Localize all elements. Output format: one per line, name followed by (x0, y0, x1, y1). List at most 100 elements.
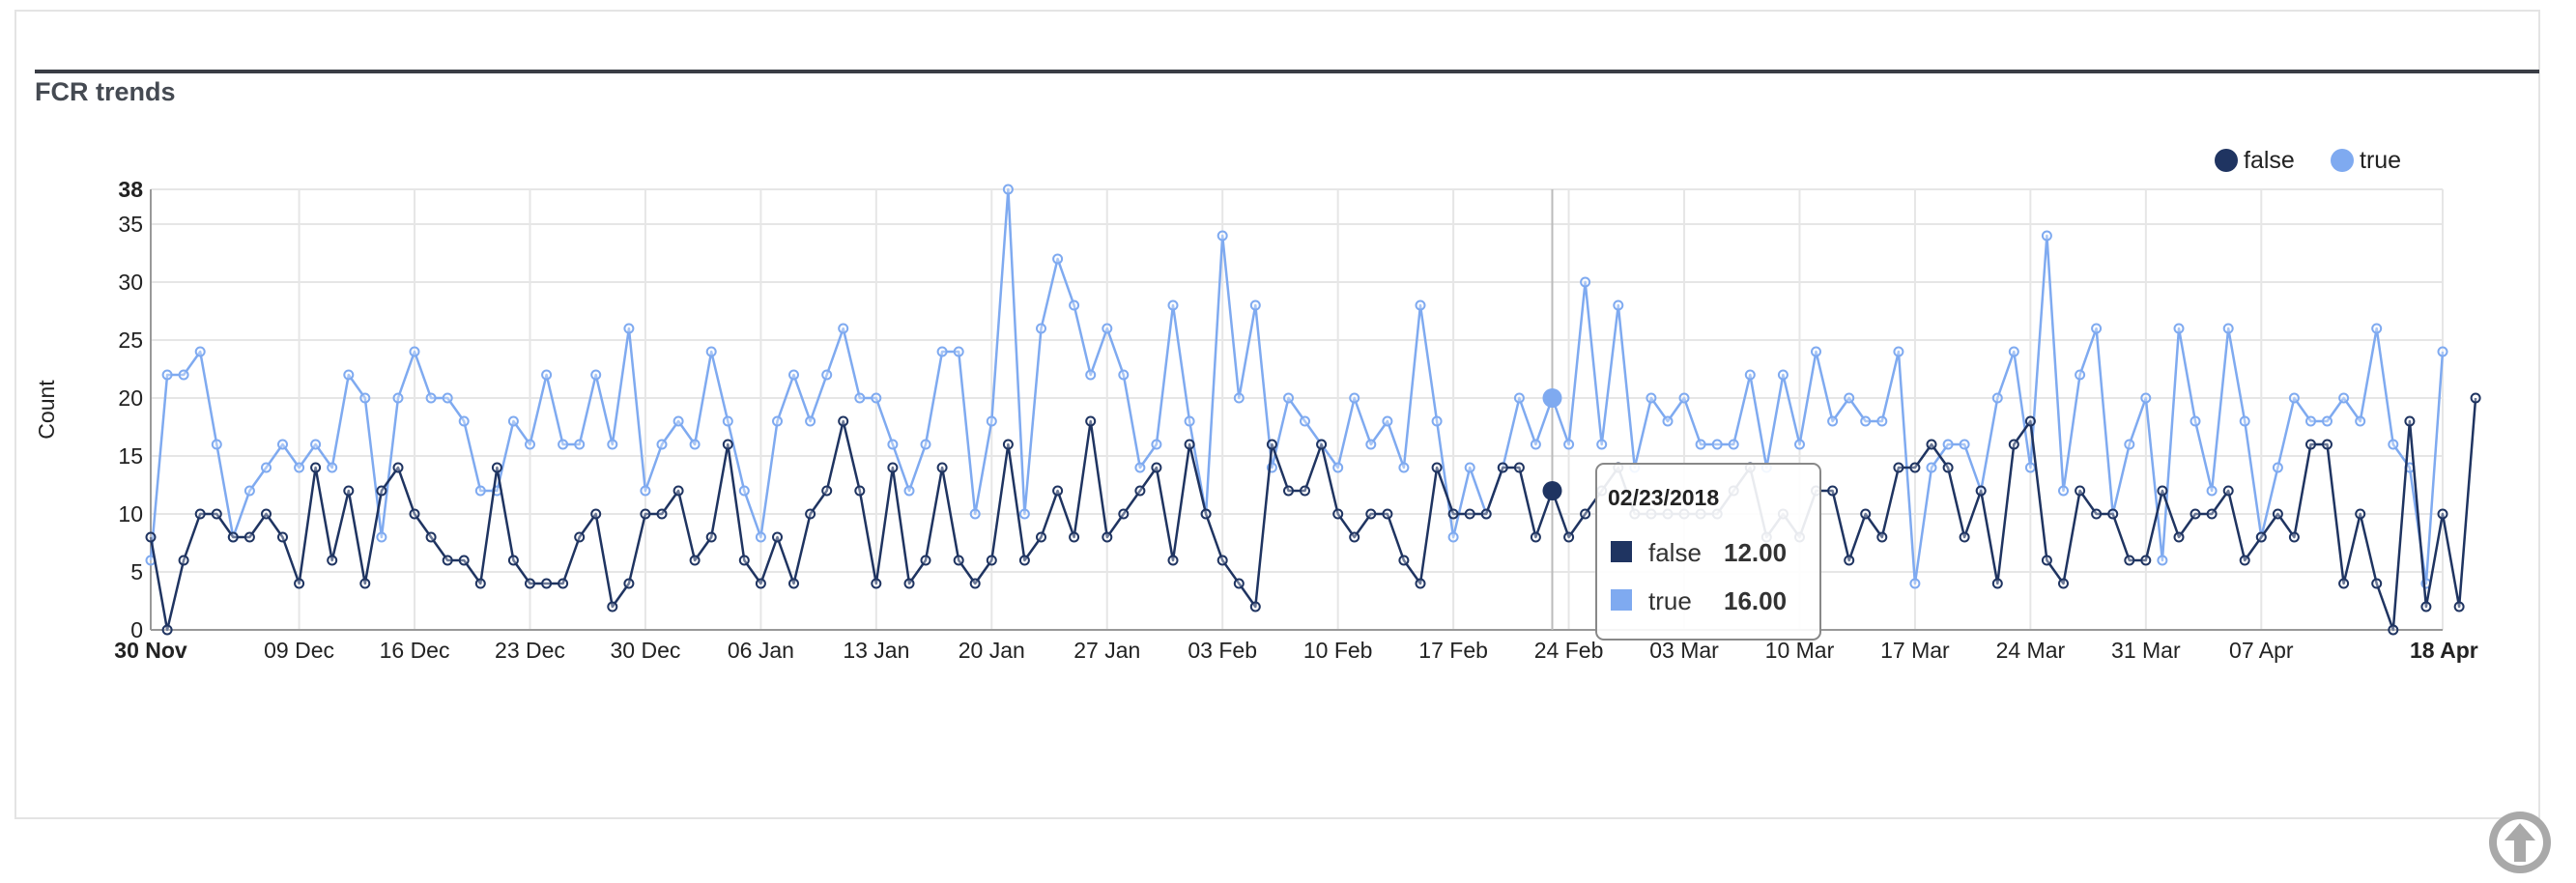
data-point-false[interactable] (442, 555, 453, 566)
data-point-false[interactable] (2437, 508, 2448, 520)
data-point-false[interactable] (705, 531, 717, 543)
data-point-true[interactable] (969, 508, 981, 520)
data-point-false[interactable] (2140, 555, 2152, 566)
data-point-false[interactable] (194, 508, 206, 520)
data-point-false[interactable] (1398, 555, 1410, 566)
data-point-false[interactable] (689, 555, 701, 566)
data-point-true[interactable] (871, 392, 882, 404)
data-point-true[interactable] (1646, 392, 1657, 404)
data-point-true[interactable] (1052, 253, 1064, 265)
data-point-true[interactable] (1464, 462, 1475, 473)
data-point-false[interactable] (788, 578, 799, 589)
data-point-false[interactable] (211, 508, 222, 520)
data-point-true[interactable] (1959, 439, 1970, 450)
data-point-true[interactable] (1580, 276, 1591, 288)
data-point-true[interactable] (1860, 415, 1872, 427)
data-point-false[interactable] (1184, 439, 1195, 450)
data-point-true[interactable] (194, 346, 206, 357)
data-point-true[interactable] (1744, 369, 1756, 381)
data-point-true[interactable] (2091, 323, 2103, 334)
data-point-true[interactable] (574, 439, 586, 450)
data-point-true[interactable] (2288, 392, 2300, 404)
data-point-true[interactable] (2008, 346, 2019, 357)
data-point-true[interactable] (1827, 415, 1839, 427)
data-point-false[interactable] (1580, 508, 1591, 520)
data-point-false[interactable] (1167, 555, 1179, 566)
data-point-false[interactable] (1332, 508, 1344, 520)
data-point-false[interactable] (1975, 485, 1987, 497)
data-point-true[interactable] (541, 369, 553, 381)
data-point-true[interactable] (161, 369, 173, 381)
data-point-true[interactable] (294, 462, 305, 473)
data-point-false[interactable] (392, 462, 404, 473)
data-point-true[interactable] (1300, 415, 1310, 427)
data-point-true[interactable] (1349, 392, 1360, 404)
data-point-false[interactable] (2058, 578, 2069, 589)
data-point-true[interactable] (1711, 439, 1723, 450)
data-point-false[interactable] (887, 462, 899, 473)
data-point-false[interactable] (903, 578, 915, 589)
data-point-false[interactable] (294, 578, 305, 589)
data-point-true[interactable] (507, 415, 519, 427)
data-point-false[interactable] (1382, 508, 1393, 520)
data-point-false[interactable] (507, 555, 519, 566)
data-point-false[interactable] (1052, 485, 1064, 497)
data-point-true[interactable] (2206, 485, 2218, 497)
data-point-true[interactable] (1283, 392, 1294, 404)
data-point-false[interactable] (2075, 485, 2086, 497)
data-point-false[interactable] (2190, 508, 2201, 520)
data-point-false[interactable] (1300, 485, 1310, 497)
data-point-false[interactable] (1018, 555, 1030, 566)
data-point-true[interactable] (1151, 439, 1162, 450)
data-point-false[interactable] (838, 415, 849, 427)
data-point-false[interactable] (953, 555, 964, 566)
data-point-false[interactable] (1563, 531, 1575, 543)
data-point-false[interactable] (1513, 462, 1525, 473)
data-point-false[interactable] (854, 485, 866, 497)
data-point-false[interactable] (227, 531, 239, 543)
data-point-true[interactable] (2239, 415, 2250, 427)
data-point-false[interactable] (310, 462, 322, 473)
data-point-false[interactable] (327, 555, 338, 566)
data-point-true[interactable] (1447, 531, 1459, 543)
data-point-true[interactable] (1398, 462, 1410, 473)
data-point-true[interactable] (607, 439, 618, 450)
data-point-false[interactable] (1069, 531, 1080, 543)
data-point-true[interactable] (243, 485, 255, 497)
data-point-true[interactable] (1777, 369, 1789, 381)
data-point-false[interactable] (1233, 578, 1245, 589)
data-point-true[interactable] (722, 415, 733, 427)
data-point-true[interactable] (1991, 392, 2003, 404)
data-point-false[interactable] (1118, 508, 1130, 520)
data-point-true[interactable] (2140, 392, 2152, 404)
data-point-false[interactable] (2091, 508, 2103, 520)
data-point-true[interactable] (805, 415, 816, 427)
data-point-false[interactable] (2305, 439, 2316, 450)
data-point-true[interactable] (590, 369, 602, 381)
data-point-false[interactable] (936, 462, 948, 473)
data-point-false[interactable] (871, 578, 882, 589)
data-point-false[interactable] (1349, 531, 1360, 543)
data-point-true[interactable] (986, 415, 997, 427)
data-point-false[interactable] (673, 485, 684, 497)
data-point-true[interactable] (1085, 369, 1097, 381)
legend-item-true[interactable]: true (2331, 147, 2401, 174)
data-point-false[interactable] (1316, 439, 1328, 450)
data-point-false[interactable] (1002, 439, 1014, 450)
data-point-false[interactable] (1959, 531, 1970, 543)
legend[interactable]: false true (2215, 147, 2401, 174)
data-point-false[interactable] (2388, 624, 2399, 636)
data-point-true[interactable] (211, 439, 222, 450)
data-point-false[interactable] (558, 578, 569, 589)
data-point-true[interactable] (2371, 323, 2383, 334)
data-point-true[interactable] (772, 415, 783, 427)
data-point-false[interactable] (2272, 508, 2283, 520)
data-point-false[interactable] (525, 578, 535, 589)
data-point-true[interactable] (1596, 439, 1608, 450)
data-point-true[interactable] (705, 346, 717, 357)
data-point-true[interactable] (1184, 415, 1195, 427)
data-point-false[interactable] (2008, 439, 2019, 450)
data-point-true[interactable] (1036, 323, 1046, 334)
data-point-false[interactable] (178, 555, 189, 566)
data-point-false[interactable] (2024, 415, 2036, 427)
